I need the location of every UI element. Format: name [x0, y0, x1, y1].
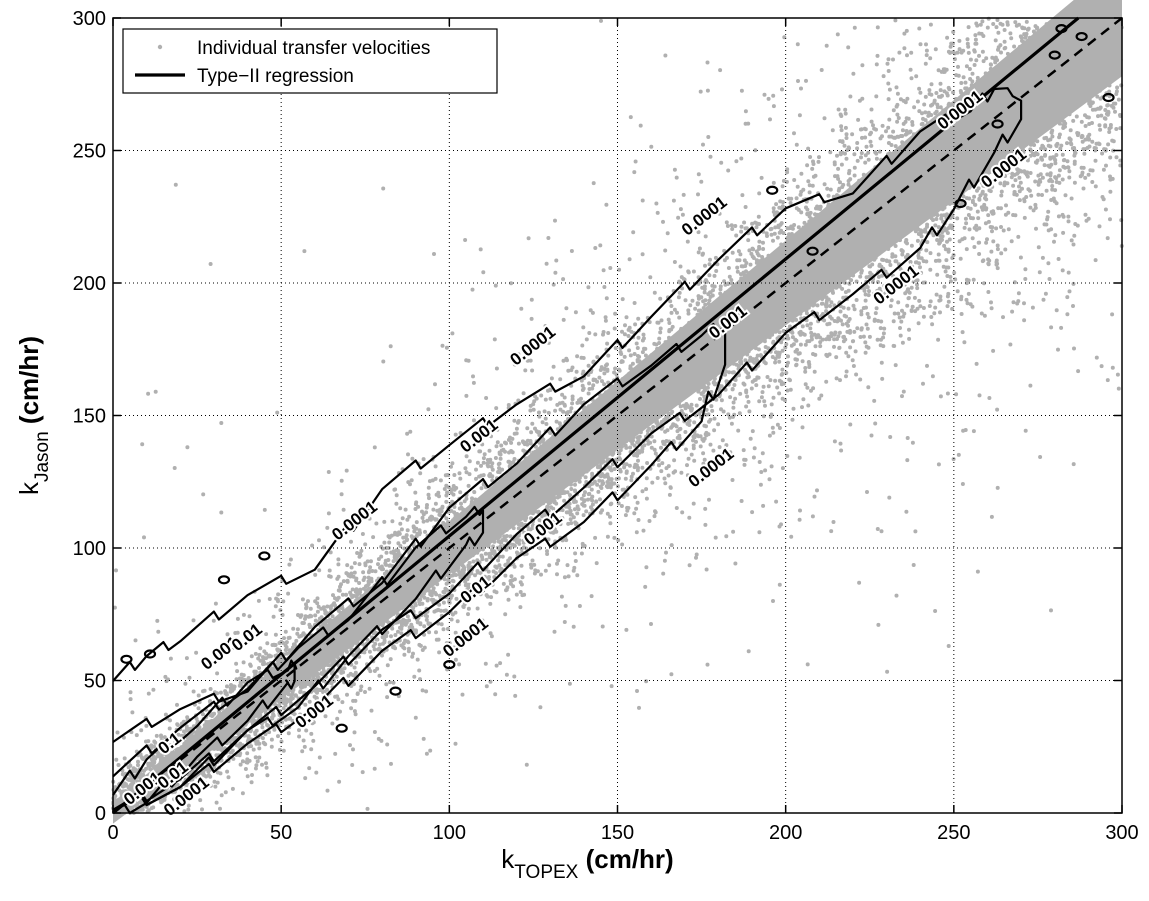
- legend-box: [122, 28, 498, 94]
- y-tick-label: 150: [73, 406, 106, 428]
- contour-blob: [389, 686, 402, 696]
- legend-label: Type−II regression: [197, 66, 354, 87]
- x-tick-label: 0: [107, 822, 118, 844]
- scatter-points: [111, 0, 1124, 824]
- grid-lines: [113, 18, 1122, 813]
- contour-blob: [258, 551, 271, 561]
- y-tick-label: 0: [95, 803, 106, 825]
- contour-blob: [991, 119, 1004, 129]
- regression-lines: [111, 16, 1123, 815]
- y-tick-label: 250: [73, 141, 106, 163]
- legend-label: Individual transfer velocities: [197, 38, 430, 59]
- legend: Individual transfer velocities Type−II re…: [122, 28, 498, 94]
- type-ii-regression-line: [111, 16, 1080, 815]
- y-axis-label: kJason (cm/hr): [14, 336, 53, 495]
- contour-blob: [217, 575, 231, 585]
- y-tick-label: 100: [73, 538, 106, 560]
- y-tick-label: 300: [73, 8, 106, 30]
- contour-blob: [806, 246, 819, 256]
- contour-blob: [954, 198, 967, 209]
- axes: 0 50 100 150 200 250 300 0 50 100 150 200 250 300 kTOP…: [14, 8, 1139, 883]
- x-axis-label: kTOPEX (cm/hr): [501, 844, 673, 883]
- contour-lines: [112, 24, 1115, 815]
- contour-blob: [1075, 31, 1088, 42]
- contour-blob: [443, 659, 456, 670]
- y-axis-label-group: kJason (cm/hr): [14, 336, 53, 495]
- y-tick-label: 50: [84, 671, 106, 693]
- contour-line-0-001: [112, 323, 727, 811]
- y-tick-label: 200: [73, 273, 106, 295]
- contour-blob: [335, 723, 348, 733]
- legend-marker-point: [157, 44, 163, 50]
- scatter-dense-core: [113, 0, 1122, 824]
- contour-line-0-0001: [112, 87, 1023, 811]
- contour-blob: [1102, 92, 1115, 103]
- contour-blob: [143, 649, 157, 659]
- x-tick-label: 200: [769, 822, 802, 844]
- contour-blob: [1048, 50, 1061, 60]
- x-tick-label: 250: [937, 822, 970, 844]
- x-tick-label: 300: [1105, 822, 1138, 844]
- contour-line-0-01: [112, 505, 485, 811]
- contour-blob: [766, 185, 779, 195]
- x-tick-label: 50: [270, 822, 292, 844]
- x-tick-label: 100: [433, 822, 466, 844]
- contour-line-0-1: [112, 659, 298, 815]
- contour-blob: [120, 654, 133, 664]
- x-tick-label: 150: [601, 822, 634, 844]
